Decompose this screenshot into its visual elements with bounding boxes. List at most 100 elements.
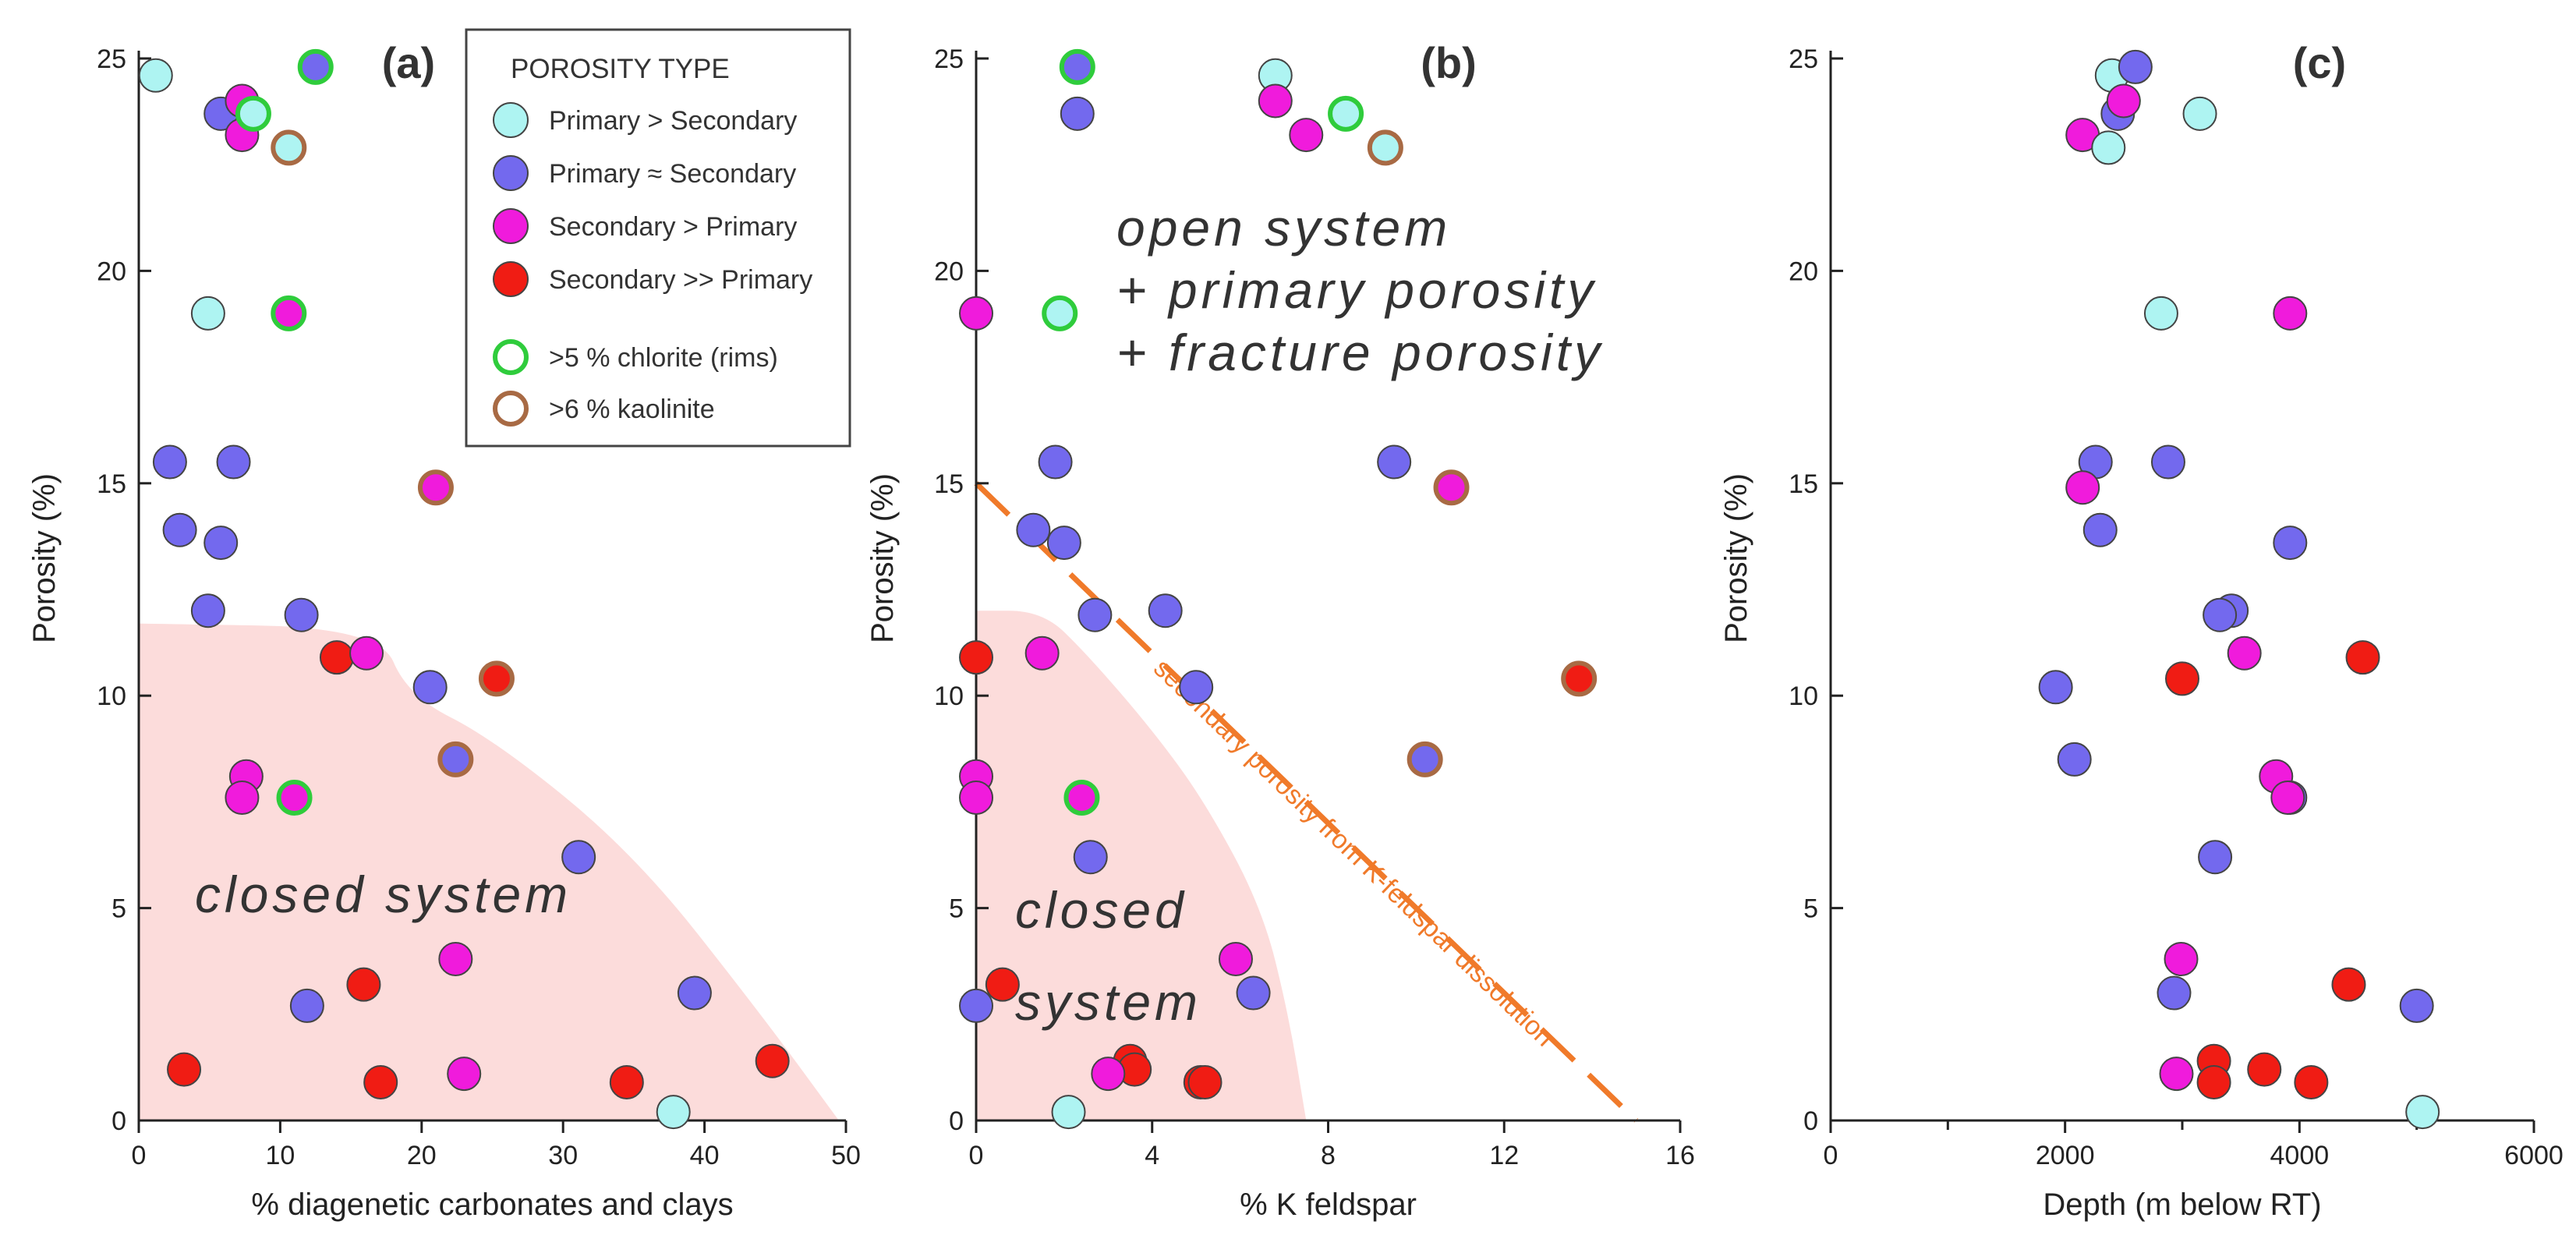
data-point <box>412 670 448 705</box>
y-tick-label: 10 <box>1789 681 1818 711</box>
data-point <box>959 296 993 331</box>
data-point <box>284 597 319 632</box>
y-tick-label: 15 <box>934 469 964 499</box>
legend-label: >6 % kaolinite <box>549 395 715 424</box>
panel-a: 0 5 10 15 20 25 0 10 20 30 40 50 % diagenetic carbon… <box>27 38 861 1222</box>
data-point <box>2164 941 2199 976</box>
data-point <box>1046 526 1081 561</box>
data-point <box>2399 988 2434 1023</box>
x-tick-label: 4000 <box>2270 1141 2330 1170</box>
data-point <box>437 741 474 777</box>
data-point <box>235 95 271 132</box>
data-point <box>609 1064 644 1099</box>
legend-label: >5 % chlorite (rims) <box>549 343 778 373</box>
x-tick-label: 0 <box>1824 1141 1838 1170</box>
y-tick-label: 15 <box>1789 469 1818 499</box>
open-system-label: + primary porosity <box>1116 261 1597 319</box>
data-point <box>755 1043 790 1078</box>
data-point <box>438 941 473 976</box>
data-point <box>677 975 712 1011</box>
data-point <box>297 48 334 85</box>
data-point <box>203 526 239 561</box>
data-point <box>2203 597 2238 632</box>
panel-label: (c) <box>2293 38 2346 87</box>
data-point <box>276 779 313 816</box>
y-tick-label: 20 <box>97 257 126 286</box>
data-point <box>346 967 381 1002</box>
y-axis-label: Porosity (%) <box>1719 473 1753 643</box>
x-tick-label: 2000 <box>2036 1141 2095 1170</box>
data-point <box>2182 96 2217 131</box>
data-point <box>2331 967 2366 1002</box>
y-tick-label: 5 <box>111 894 126 924</box>
data-point <box>2118 49 2153 84</box>
data-point <box>959 780 993 815</box>
x-tick-label: 8 <box>1321 1141 1336 1170</box>
data-point <box>2294 1064 2329 1099</box>
x-tick-label: 4 <box>1145 1141 1159 1170</box>
data-point <box>349 635 384 671</box>
data-point <box>152 444 187 480</box>
y-tick-label: 15 <box>97 469 126 499</box>
legend-swatch <box>493 261 529 297</box>
data-point <box>1051 1095 1086 1130</box>
x-tick-label: 12 <box>1489 1141 1519 1170</box>
data-point <box>1073 840 1108 875</box>
x-tick-label: 50 <box>831 1141 861 1170</box>
data-point <box>985 967 1020 1002</box>
y-tick-label: 20 <box>934 257 964 286</box>
y-axis-label: Porosity (%) <box>865 473 900 643</box>
data-point <box>959 640 993 675</box>
x-tick-label: 6000 <box>2504 1141 2564 1170</box>
data-point <box>1148 593 1183 628</box>
x-axis-label: % diagenetic carbonates and clays <box>251 1188 733 1222</box>
panel-label: (a) <box>382 38 435 87</box>
data-point <box>138 58 173 93</box>
data-point <box>1024 635 1060 671</box>
data-point <box>2082 512 2118 547</box>
data-point <box>289 988 324 1023</box>
legend-box <box>465 28 851 448</box>
closed-system-label: closed <box>1015 881 1187 939</box>
data-point <box>167 1052 202 1087</box>
data-point <box>2150 444 2185 480</box>
data-point <box>2405 1095 2440 1130</box>
data-point <box>216 444 251 480</box>
y-tick-label: 0 <box>1803 1106 1818 1136</box>
panel-c: 0 5 10 15 20 25 0 2000 4000 6000 Depth (m below RT… <box>1719 38 2564 1222</box>
data-point <box>190 593 225 628</box>
data-point <box>959 988 993 1023</box>
y-tick-label: 25 <box>934 44 964 74</box>
x-tick-label: 40 <box>690 1141 720 1170</box>
data-point <box>1328 95 1364 132</box>
closed-system-region <box>976 611 1307 1120</box>
x-tick-label: 20 <box>407 1141 437 1170</box>
y-tick-label: 5 <box>1803 894 1818 924</box>
legend-label: Secondary >> Primary <box>549 265 812 295</box>
legend-ring-swatch <box>493 339 529 375</box>
data-point <box>478 660 515 697</box>
y-axis-label: Porosity (%) <box>27 473 62 643</box>
legend-label: Primary > Secondary <box>549 106 797 136</box>
data-point <box>2270 780 2305 815</box>
legend-title: POROSITY TYPE <box>511 54 730 84</box>
legend-ring-swatch <box>493 391 529 427</box>
data-point <box>1236 975 1271 1011</box>
data-point <box>1059 48 1095 85</box>
data-point <box>2345 640 2380 675</box>
y-tick-label: 5 <box>949 894 964 924</box>
data-point <box>2106 83 2141 119</box>
data-point <box>2273 526 2308 561</box>
data-point <box>2057 742 2092 777</box>
open-system-label: + fracture porosity <box>1116 324 1604 381</box>
legend-label: Primary ≈ Secondary <box>549 159 796 189</box>
legend-swatch <box>493 102 529 138</box>
data-point <box>1179 670 1214 705</box>
y-tick-label: 25 <box>1789 44 1818 74</box>
data-point <box>162 512 197 547</box>
y-tick-label: 25 <box>97 44 126 74</box>
data-point <box>1367 129 1403 166</box>
y-tick-label: 10 <box>97 681 126 711</box>
data-point <box>1377 444 1412 480</box>
data-point <box>656 1095 691 1130</box>
